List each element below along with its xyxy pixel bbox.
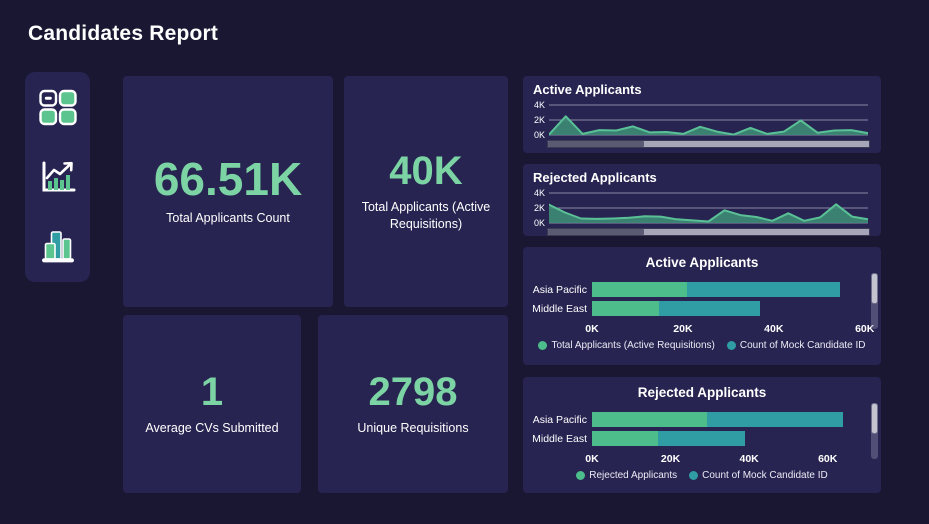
rejected-applicants-bar-chart-card: Rejected Applicants Asia Pacific Middle E… (523, 377, 881, 493)
sparkline-svg (549, 104, 868, 136)
rejected-applicants-trend-card: Rejected Applicants 4K 2K 0K (523, 164, 881, 236)
bar-track (592, 282, 867, 297)
x-axis-tick: 0K (585, 453, 599, 465)
bar-segment[interactable] (657, 431, 746, 446)
sparkline-svg (549, 192, 868, 224)
kpi-value: 1 (200, 369, 224, 414)
y-axis-tick: 2K (533, 115, 545, 125)
x-axis-tick: 60K (818, 453, 838, 465)
vertical-scrollbar[interactable] (871, 273, 878, 329)
sidebar-item-dashboard[interactable] (38, 88, 78, 128)
legend-item[interactable]: Rejected Applicants (576, 470, 677, 481)
x-axis-tick: 60K (855, 323, 875, 335)
kpi-card-unique-requisitions: 2798 Unique Requisitions (318, 315, 508, 493)
x-axis-tick: 20K (673, 323, 693, 335)
legend-dot-icon (689, 471, 699, 480)
bar-track (592, 431, 867, 446)
sidebar (25, 72, 90, 282)
legend-label: Count of Mock Candidate ID (702, 470, 828, 481)
x-axis: 0K 20K 40K 60K (585, 322, 874, 337)
bar-segment[interactable] (706, 412, 843, 427)
kpi-label: Total Applicants (Active Requisitions) (361, 200, 491, 231)
legend-dot-icon (576, 471, 586, 480)
category-label: Middle East (532, 302, 587, 315)
horizontal-scrollbar[interactable] (547, 140, 870, 148)
kpi-value: 2798 (368, 369, 458, 414)
scrollbar-thumb[interactable] (548, 141, 645, 147)
bar-track (592, 301, 867, 316)
scrollbar-thumb[interactable] (548, 229, 645, 235)
bar-segment[interactable] (592, 412, 707, 427)
bar-chart-icon (38, 226, 78, 266)
legend-dot-icon (726, 341, 736, 350)
legend-label: Total Applicants (Active Requisitions) (551, 340, 715, 351)
y-axis-tick: 0K (533, 218, 545, 228)
chart-title: Active Applicants (645, 255, 759, 270)
sidebar-item-trends[interactable] (38, 157, 78, 197)
chart-title: Rejected Applicants (533, 170, 657, 185)
x-axis-tick: 20K (660, 453, 681, 465)
chart-legend: Rejected Applicants Count of Mock Candida… (523, 470, 881, 481)
bar-row: Middle East (523, 429, 867, 448)
kpi-value: 66.51K (153, 153, 303, 206)
bar-row: Asia Pacific (523, 410, 867, 429)
legend-item[interactable]: Count of Mock Candidate ID (689, 470, 828, 481)
grid-dashboard-icon (38, 88, 78, 128)
bar-segment[interactable] (592, 282, 687, 297)
area-chart[interactable]: 4K 2K 0K (534, 188, 868, 228)
sidebar-item-comparisons[interactable] (38, 226, 78, 266)
vertical-scrollbar[interactable] (871, 403, 878, 459)
legend-item[interactable]: Total Applicants (Active Requisitions) (538, 340, 715, 351)
kpi-card-total-applicants-count: 66.51K Total Applicants Count (123, 76, 333, 307)
scrollbar-thumb[interactable] (871, 273, 878, 304)
kpi-value: 40K (389, 149, 463, 194)
bar-segment[interactable] (592, 431, 658, 446)
active-applicants-bar-chart-card: Active Applicants Asia Pacific Middle Eas… (523, 247, 881, 365)
x-axis-tick: 40K (764, 323, 784, 335)
kpi-card-total-applicants-active-requisitions: 40K Total Applicants (Active Requisition… (344, 76, 508, 307)
legend-label: Rejected Applicants (589, 470, 678, 481)
category-label: Middle East (532, 432, 587, 445)
chart-legend: Total Applicants (Active Requisitions) Co… (523, 340, 881, 351)
y-axis-tick: 2K (533, 203, 545, 213)
bar-row: Asia Pacific (523, 280, 867, 299)
y-axis-tick: 4K (533, 100, 545, 110)
chart-title: Rejected Applicants (637, 385, 767, 400)
bar-segment[interactable] (686, 282, 840, 297)
bar-track (592, 412, 867, 427)
line-chart-icon (38, 157, 78, 197)
bar-row: Middle East (523, 299, 867, 318)
category-label: Asia Pacific (532, 283, 587, 296)
chart-title: Active Applicants (533, 82, 642, 97)
y-axis-tick: 4K (533, 188, 545, 198)
category-label: Asia Pacific (532, 413, 587, 426)
kpi-card-average-cvs-submitted: 1 Average CVs Submitted (123, 315, 301, 493)
area-chart[interactable]: 4K 2K 0K (534, 100, 868, 140)
legend-dot-icon (538, 341, 548, 350)
kpi-label: Unique Requisitions (357, 420, 469, 435)
bar-rows: Asia Pacific Middle East (523, 280, 867, 318)
x-axis-tick: 40K (739, 453, 759, 465)
kpi-label: Average CVs Submitted (145, 420, 279, 435)
bar-segment[interactable] (659, 301, 761, 316)
x-axis: 0K 20K 40K 60K (585, 452, 867, 467)
legend-item[interactable]: Count of Mock Candidate ID (726, 340, 866, 351)
page-title: Candidates Report (28, 22, 219, 45)
y-axis-tick: 0K (533, 130, 545, 140)
horizontal-scrollbar[interactable] (547, 228, 870, 236)
active-applicants-trend-card: Active Applicants 4K 2K 0K (523, 76, 881, 153)
legend-label: Count of Mock Candidate ID (739, 340, 866, 351)
bar-segment[interactable] (592, 301, 660, 316)
x-axis-tick: 0K (585, 323, 599, 335)
kpi-label: Total Applicants Count (166, 211, 290, 226)
scrollbar-thumb[interactable] (871, 403, 878, 434)
bar-rows: Asia Pacific Middle East (523, 410, 867, 448)
